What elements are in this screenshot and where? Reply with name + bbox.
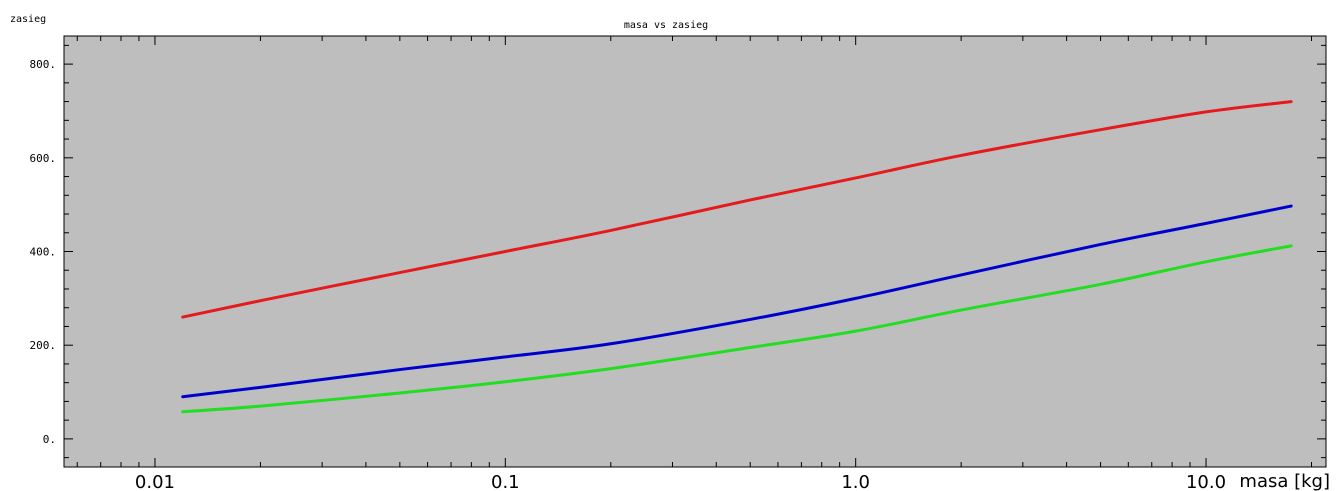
- y-tick-label: 400.: [30, 246, 57, 259]
- x-axis-ticks: 0.01 0.1 1.0 10.0: [76, 36, 1312, 491]
- y-tick-label: 800.: [30, 58, 57, 71]
- x-tick-label: 0.1: [491, 472, 520, 491]
- y-axis-label: zasieg: [10, 14, 46, 25]
- plot-area: [64, 36, 1326, 467]
- x-axis-label: masa [kg]: [1239, 471, 1330, 491]
- y-tick-label: 200.: [30, 339, 57, 352]
- y-tick-label: 0.: [43, 433, 56, 446]
- x-tick-label: 10.0: [1186, 472, 1226, 491]
- x-tick-label: 0.01: [135, 472, 175, 491]
- series-line-3: [181, 244, 1293, 414]
- y-axis-ticks: 0. 200. 400. 600. 800.: [30, 44, 1326, 459]
- chart-title: masa vs zasieg: [624, 20, 708, 31]
- series-line-2: [181, 204, 1293, 399]
- series-layer: [181, 100, 1293, 414]
- series-line-1: [181, 100, 1293, 319]
- y-tick-label: 600.: [30, 152, 57, 165]
- x-tick-label: 1.0: [841, 472, 870, 491]
